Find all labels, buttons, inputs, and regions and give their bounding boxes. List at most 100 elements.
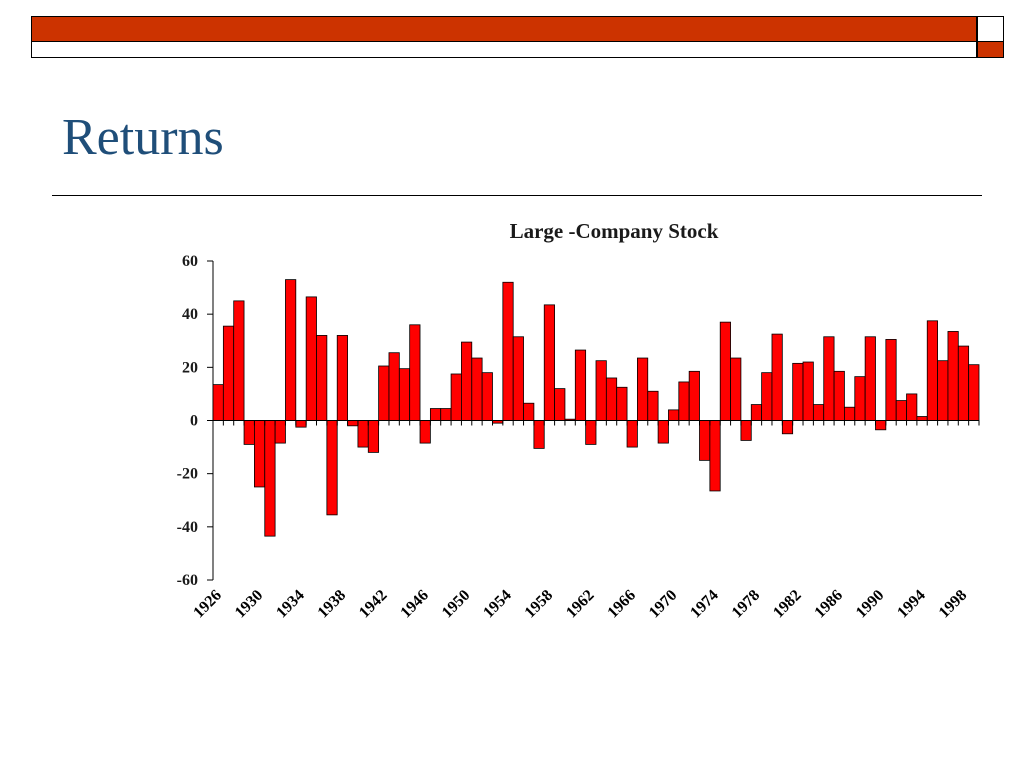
bar-1971 (678, 381, 690, 421)
bar-1979 (761, 372, 773, 421)
x-tick-label: 1966 (604, 587, 639, 622)
bar-1965 (616, 386, 628, 421)
x-tick-label: 1926 (190, 587, 225, 622)
x-tick-label: 1974 (687, 587, 722, 622)
bar-1987 (844, 406, 856, 421)
bar-1950 (461, 341, 473, 421)
bar-1999 (968, 364, 980, 421)
bar-1937 (326, 420, 338, 516)
bar-1946 (419, 420, 431, 444)
y-tick-label: -60 (177, 572, 198, 589)
bar-1997 (947, 331, 959, 421)
x-tick-label: 1934 (273, 587, 308, 622)
bar-1955 (512, 336, 524, 421)
title-divider (52, 195, 982, 196)
bar-1993 (906, 393, 918, 421)
x-tick-label: 1982 (770, 587, 805, 622)
x-tick-label: 1978 (729, 587, 764, 622)
x-tick-label: 1990 (853, 587, 888, 622)
bar-1932 (274, 420, 286, 444)
y-tick-label: -20 (177, 466, 198, 483)
header-underline-bar (31, 42, 977, 58)
bar-1994 (916, 416, 928, 421)
bar-1975 (719, 321, 731, 421)
bar-1940 (357, 420, 369, 448)
bar-1959 (554, 388, 566, 421)
y-tick-label: 20 (182, 359, 198, 376)
bar-1968 (647, 390, 659, 421)
bar-1951 (471, 357, 483, 421)
bar-1949 (450, 373, 462, 421)
header-accent-bar (31, 16, 977, 42)
bar-1957 (533, 420, 545, 449)
bar-1976 (730, 357, 742, 421)
bar-1982 (792, 362, 804, 421)
bar-1972 (688, 370, 700, 421)
x-tick-label: 1970 (646, 587, 681, 622)
bar-1948 (440, 408, 452, 421)
header-corner-square-bottom (977, 42, 1004, 58)
bar-1988 (854, 376, 866, 421)
bar-1941 (367, 420, 380, 453)
bar-1964 (605, 377, 618, 421)
bar-1990 (875, 420, 887, 431)
bar-1956 (523, 402, 535, 421)
x-tick-label: 1954 (480, 587, 515, 622)
bar-1995 (926, 320, 938, 421)
bar-1962 (585, 420, 597, 445)
x-tick-label: 1962 (563, 587, 598, 622)
x-tick-label: 1930 (232, 587, 267, 622)
x-tick-label: 1950 (439, 587, 474, 622)
bar-1931 (264, 420, 276, 537)
y-axis: 60 40 20 0 -20 -40 -60 (177, 253, 214, 589)
bar-1981 (781, 420, 794, 435)
bar-1930 (254, 420, 266, 488)
bar-1933 (285, 279, 297, 421)
y-tick-label: 0 (190, 413, 198, 430)
header-corner-square-top (977, 16, 1004, 42)
bar-1947 (429, 408, 442, 421)
x-tick-label: 1994 (894, 587, 929, 622)
x-tick-label: 1942 (356, 587, 391, 622)
slide-title: Returns (62, 109, 224, 166)
bar-1998 (957, 345, 970, 421)
bar-1992 (895, 400, 907, 421)
bar-1945 (409, 324, 421, 421)
bar-1934 (295, 420, 307, 428)
bar-1967 (637, 357, 649, 421)
bar-1974 (709, 420, 721, 492)
bar-1970 (668, 409, 680, 421)
bar-1977 (740, 420, 752, 441)
bars-group (212, 279, 980, 537)
bar-1991 (885, 339, 897, 421)
bar-1978 (750, 404, 763, 421)
bar-1989 (864, 336, 876, 421)
y-tick-label: 40 (182, 306, 198, 323)
bar-1958 (543, 304, 555, 421)
bar-1935 (305, 296, 317, 421)
bar-1954 (502, 281, 514, 421)
bar-1973 (699, 420, 711, 461)
y-tick-label: 60 (182, 253, 198, 270)
bar-1969 (657, 420, 669, 444)
x-axis: 1926 1930 1934 1938 1942 1946 1950 1954 1958 1962… (190, 420, 980, 622)
chart-title: Large -Company Stock (510, 219, 719, 243)
bar-1985 (823, 336, 835, 421)
bar-1936 (316, 335, 328, 421)
x-tick-label: 1938 (315, 587, 350, 622)
y-tick-label: -40 (177, 519, 198, 536)
bar-1966 (626, 420, 638, 448)
x-tick-label: 1998 (936, 587, 971, 622)
bar-1961 (574, 349, 587, 421)
bar-1926 (212, 384, 224, 421)
bar-1943 (388, 352, 400, 421)
bar-1944 (398, 368, 411, 421)
bar-1983 (802, 361, 814, 421)
bar-1927 (222, 325, 235, 421)
x-tick-label: 1946 (397, 587, 432, 622)
bar-1996 (937, 360, 949, 421)
bar-1938 (336, 335, 348, 421)
bar-1952 (481, 372, 493, 421)
x-tick-label: 1986 (811, 587, 846, 622)
bar-1928 (233, 300, 245, 421)
